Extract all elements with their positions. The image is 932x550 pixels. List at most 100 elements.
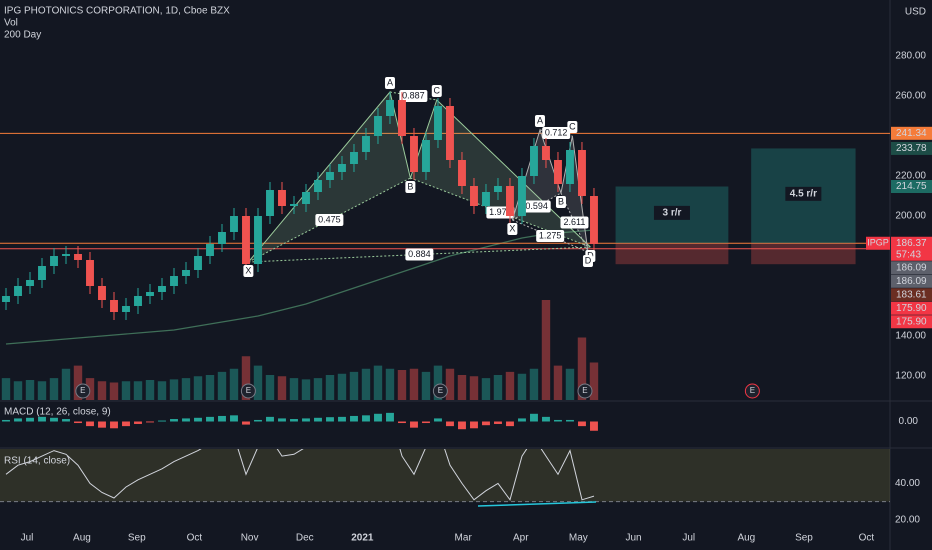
volume-bar <box>337 373 347 400</box>
candle-body <box>494 186 502 192</box>
ratio-value: 0.712 <box>545 127 568 137</box>
macd-bar <box>62 419 70 422</box>
macd-bar <box>110 421 118 429</box>
candle-body <box>518 176 526 216</box>
symbol-box <box>866 236 890 250</box>
ratio-box <box>542 127 571 139</box>
earnings-marker <box>432 383 448 399</box>
ratio-value: 1.275 <box>539 230 562 240</box>
candle-body <box>398 100 406 136</box>
candle-body <box>326 172 334 180</box>
volume-bar <box>253 365 263 400</box>
volume-bar <box>373 365 383 400</box>
x-tick-label: Nov <box>241 533 259 544</box>
price-label-box <box>891 274 932 288</box>
point-label: B <box>558 196 564 206</box>
volume-bar <box>289 378 299 400</box>
macd-bar <box>254 419 262 422</box>
candle-body <box>458 160 466 186</box>
price-label-box <box>891 301 932 315</box>
volume-bar <box>265 375 275 400</box>
candle-body <box>482 192 490 206</box>
point-label: B <box>407 181 413 191</box>
earnings-label: E <box>438 386 443 395</box>
candle-body <box>110 300 118 312</box>
ratio-value: 2.611 <box>564 217 586 227</box>
price-label: 175.90 <box>896 316 927 327</box>
candle-body <box>530 146 538 176</box>
y-tick-label: 280.00 <box>895 51 926 62</box>
macd-bar <box>494 421 502 424</box>
macd-bar <box>134 421 142 424</box>
point-label: X <box>245 265 251 275</box>
x-tick-label: Dec <box>296 533 314 544</box>
volume-bar <box>169 379 179 400</box>
macd-pane <box>2 412 598 431</box>
volume-bar <box>457 375 467 400</box>
macd-bar <box>74 421 82 424</box>
volume-bar <box>193 376 203 400</box>
x-tick-label: 2021 <box>351 533 374 544</box>
macd-bar <box>362 415 370 422</box>
stop-zone <box>751 243 856 265</box>
volume-bar <box>577 337 587 400</box>
candle-body <box>374 116 382 136</box>
rsi-label: RSI (14, close) <box>4 456 70 467</box>
macd-bar <box>194 417 202 422</box>
candle-body <box>278 190 286 206</box>
candle-body <box>86 260 94 286</box>
price-label: 186.09 <box>896 276 927 287</box>
point-box <box>431 85 442 97</box>
candle-body <box>422 140 430 172</box>
volume-bar <box>349 371 359 400</box>
earnings-label: E <box>80 386 85 395</box>
volume-bar <box>361 368 371 400</box>
ratio-box <box>399 90 428 102</box>
ma-label: 200 Day <box>4 30 41 41</box>
macd-tick-label: 0.00 <box>899 416 919 427</box>
point-label: D <box>585 255 592 265</box>
macd-bar <box>542 416 550 422</box>
price-label: 186.09 <box>896 262 927 273</box>
macd-bar <box>590 421 598 431</box>
earnings-marker <box>240 383 256 399</box>
volume-label: Vol <box>4 18 18 29</box>
macd-bar <box>458 421 466 430</box>
earnings-marker <box>75 383 91 399</box>
point-box <box>582 255 593 267</box>
macd-bar <box>278 418 286 422</box>
candle-body <box>434 106 442 140</box>
candle-body <box>50 256 58 266</box>
macd-bar <box>2 419 10 422</box>
volume-bar <box>25 380 35 400</box>
price-label: 175.90 <box>896 303 927 314</box>
volume-bar <box>433 365 443 400</box>
point-box <box>534 115 545 127</box>
macd-bar <box>446 421 454 427</box>
volume-bar <box>301 379 311 400</box>
candle-body <box>506 186 514 216</box>
macd-bar <box>146 421 154 423</box>
candle-body <box>578 150 586 196</box>
macd-bar <box>206 416 214 422</box>
point-label: A <box>537 115 543 125</box>
candle-body <box>290 204 298 206</box>
symbol-label: IPGP <box>867 238 889 248</box>
volume-bar <box>565 368 575 400</box>
x-tick-label: May <box>569 533 588 544</box>
candle-body <box>590 196 598 244</box>
candle-body <box>266 190 274 216</box>
price-label: 241.34 <box>896 128 927 139</box>
candle-body <box>2 296 10 302</box>
y-tick-label: 260.00 <box>895 91 926 102</box>
point-label: C <box>569 121 576 131</box>
axes: 280.00 260.00 220.00 200.00 140.00 120.00 Jul A… <box>21 51 932 544</box>
macd-bar <box>290 419 298 422</box>
macd-bar <box>350 415 358 422</box>
ratio-box <box>315 214 344 226</box>
volume-bar <box>541 300 551 400</box>
volume-bar <box>181 378 191 400</box>
earnings-marker <box>577 383 593 399</box>
volume-bar <box>133 381 143 400</box>
